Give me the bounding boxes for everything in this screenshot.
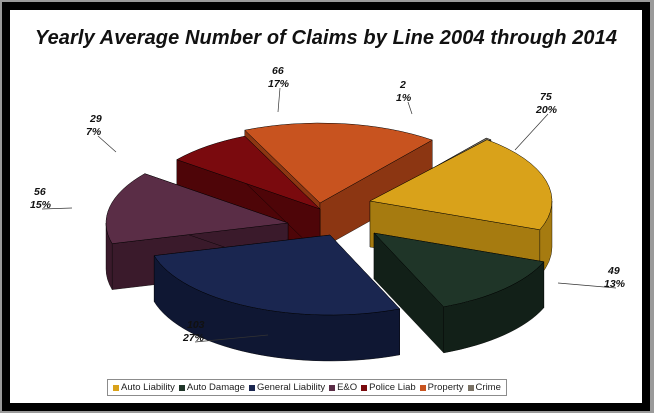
slice-top: [153, 234, 401, 316]
leader-line-eando: [41, 207, 73, 210]
legend-label: Police Liab: [369, 382, 416, 393]
legend-swatch: [467, 384, 474, 391]
chart-area: Yearly Average Number of Claims by Line …: [10, 10, 642, 403]
legend-item-auto-liability: Auto Liability: [113, 382, 175, 393]
percent-label-property: 17%: [268, 78, 290, 90]
percent-label-general-liability: 27%: [182, 332, 205, 344]
slice-auto-damage: [373, 232, 545, 354]
legend-label: Auto Liability: [121, 382, 175, 393]
chart-legend: Auto Liability Auto Damage General Liabili…: [107, 379, 507, 396]
legend-swatch: [248, 384, 255, 391]
slice-top: [369, 139, 553, 231]
slice-top: [176, 135, 321, 210]
leader-line-auto-damage: [557, 282, 617, 289]
legend-item-police-liab: Police Liab: [361, 382, 416, 393]
legend-label: Property: [427, 382, 464, 393]
value-label-police-liab: 29: [89, 113, 102, 125]
slice-top: [244, 122, 433, 204]
value-label-auto-liability: 75: [540, 91, 552, 103]
percent-label-police-liab: 7%: [86, 126, 102, 138]
value-label-eando: 56: [34, 186, 46, 198]
leader-line-general-liability: [194, 334, 269, 343]
legend-label: Crime: [475, 382, 501, 393]
legend-swatch: [329, 384, 336, 391]
leader-line-crime: [407, 101, 413, 115]
legend-swatch: [361, 384, 368, 391]
percent-label-eando: 15%: [30, 199, 52, 211]
slice-top: [105, 173, 289, 244]
value-label-general-liability: 103: [187, 319, 205, 331]
legend-label: General Liability: [256, 382, 326, 393]
legend-item-general-liability: General Liability: [248, 382, 326, 393]
percent-label-crime: 1%: [396, 92, 412, 104]
legend-label: E&O: [337, 382, 358, 393]
value-label-property: 66: [272, 65, 284, 77]
slice-general-liability: [153, 234, 401, 362]
percent-label-auto-liability: 20%: [535, 104, 558, 116]
legend-item-eando: E&O: [329, 382, 357, 393]
percent-label-auto-damage: 13%: [604, 278, 626, 290]
value-label-auto-damage: 49: [607, 265, 620, 277]
legend-label: Auto Damage: [186, 382, 245, 393]
leader-line-property: [277, 87, 281, 113]
legend-item-property: Property: [419, 382, 464, 393]
legend-swatch: [419, 384, 426, 391]
slice-top: [373, 232, 545, 308]
leader-line-auto-liability: [514, 113, 549, 151]
legend-swatch: [178, 384, 185, 391]
slice-auto-liability: [369, 139, 553, 277]
legend-item-auto-damage: Auto Damage: [178, 382, 245, 393]
legend-swatch: [113, 384, 119, 391]
value-label-crime: 2: [399, 79, 406, 91]
leader-line-police-liab: [97, 135, 117, 153]
chart-title: Yearly Average Number of Claims by Line …: [34, 27, 618, 49]
legend-item-crime: Crime: [467, 382, 501, 393]
